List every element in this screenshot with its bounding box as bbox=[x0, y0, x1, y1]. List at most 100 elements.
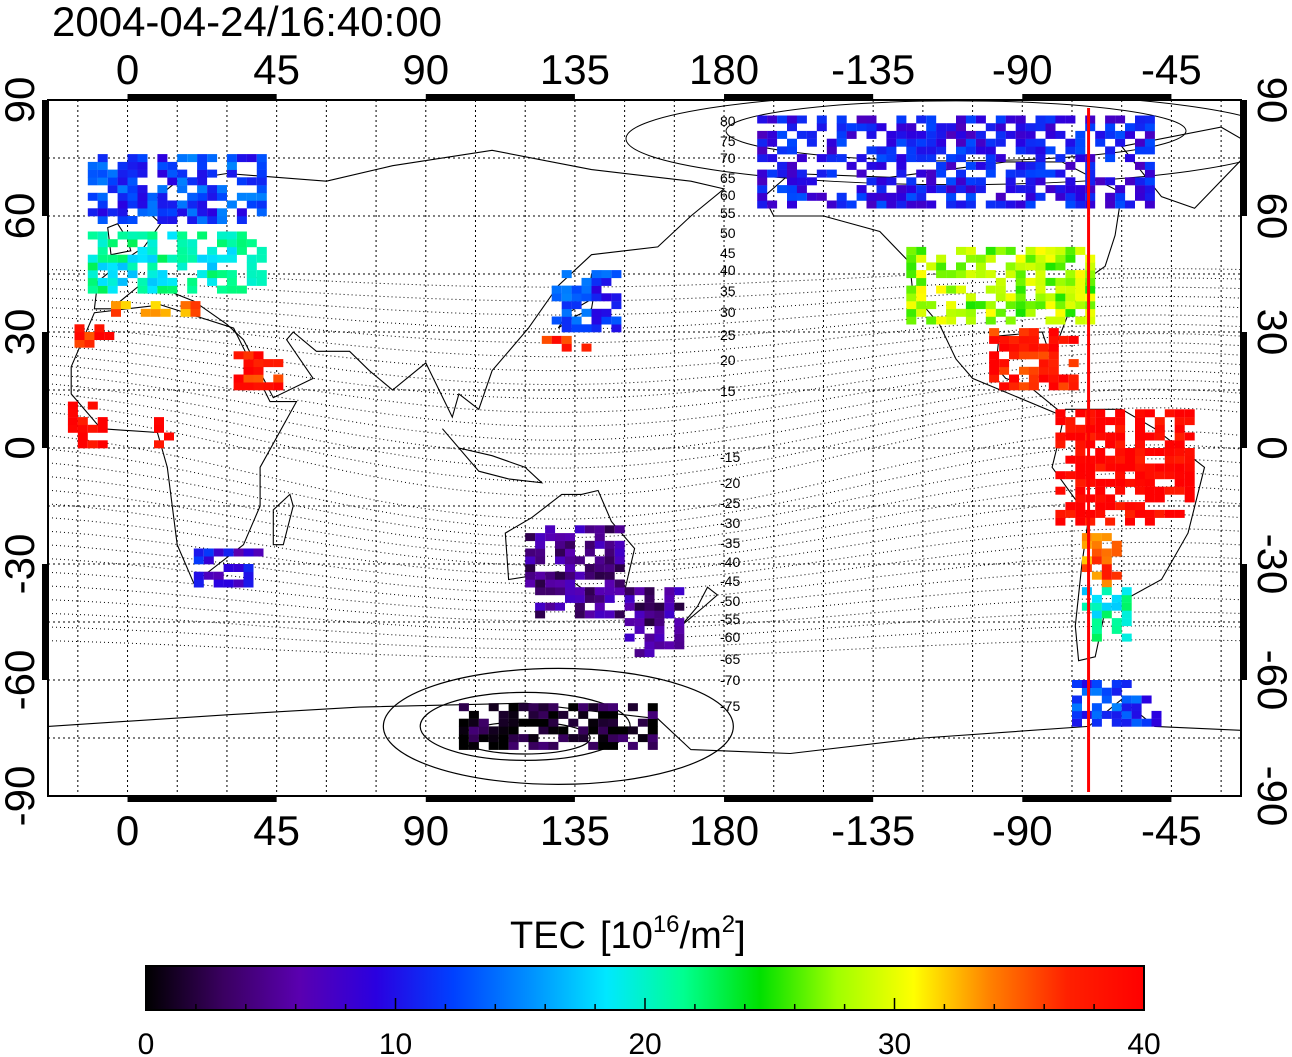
tec-cell bbox=[926, 115, 937, 124]
tec-cell bbox=[826, 169, 837, 178]
tec-cell bbox=[1005, 115, 1016, 124]
tec-cell bbox=[87, 177, 98, 186]
tec-cell bbox=[946, 285, 957, 294]
tec-cell bbox=[1085, 432, 1096, 441]
tec-cell bbox=[150, 308, 161, 317]
tec-cell bbox=[1095, 138, 1106, 147]
tec-cell bbox=[207, 154, 218, 163]
frame-bar bbox=[1022, 94, 1172, 100]
tec-cell bbox=[647, 703, 658, 712]
tec-cell bbox=[985, 138, 996, 147]
tec-cell bbox=[644, 641, 655, 650]
colorbar-tick-label: 30 bbox=[878, 1028, 911, 1057]
tec-cell bbox=[1115, 502, 1126, 511]
tec-cell bbox=[87, 270, 98, 279]
tec-cell bbox=[674, 641, 685, 650]
tec-cell bbox=[1091, 571, 1102, 580]
tec-cell bbox=[498, 718, 509, 727]
tec-cell bbox=[137, 200, 148, 209]
tec-cell bbox=[1115, 471, 1126, 480]
tec-cell bbox=[598, 741, 609, 750]
tec-cell bbox=[896, 123, 907, 132]
tec-cell bbox=[67, 401, 78, 410]
tec-cell bbox=[1072, 703, 1082, 712]
tec-cell bbox=[1081, 710, 1092, 719]
tec-cell bbox=[498, 734, 509, 743]
tec-cell bbox=[94, 332, 105, 340]
tec-cell bbox=[117, 185, 128, 194]
tec-cell bbox=[624, 618, 635, 627]
tec-cell bbox=[777, 161, 788, 170]
tec-cell bbox=[1065, 285, 1076, 294]
tec-cell bbox=[1101, 687, 1112, 696]
tec-cell bbox=[1045, 262, 1056, 271]
tec-cell bbox=[1005, 246, 1016, 255]
tec-cell bbox=[498, 741, 509, 750]
tec-cell bbox=[1101, 602, 1112, 611]
tec-cell bbox=[197, 208, 208, 217]
tec-cell bbox=[127, 270, 138, 279]
tec-cell bbox=[975, 262, 986, 271]
tec-cell bbox=[1105, 130, 1116, 139]
frame-bar bbox=[1241, 564, 1247, 680]
tec-cell bbox=[518, 703, 529, 712]
tec-cell bbox=[591, 270, 602, 279]
tec-cell bbox=[965, 254, 976, 263]
tec-cell bbox=[528, 734, 539, 743]
tec-cell bbox=[1154, 486, 1165, 495]
tec-cell bbox=[634, 649, 645, 658]
tec-cell bbox=[127, 177, 138, 186]
tec-cell bbox=[664, 641, 675, 650]
y-tick-label-right: 0 bbox=[1249, 436, 1292, 459]
tec-cell bbox=[975, 270, 986, 279]
tec-cell bbox=[177, 200, 188, 209]
tec-cell bbox=[256, 200, 267, 209]
tec-cell bbox=[787, 115, 797, 124]
tec-cell bbox=[588, 726, 599, 735]
tec-cell bbox=[1135, 185, 1145, 194]
tec-cell bbox=[217, 216, 227, 224]
tec-cell bbox=[508, 710, 519, 719]
tec-cell bbox=[866, 177, 877, 186]
tec-cell bbox=[1115, 432, 1126, 441]
tec-cell bbox=[598, 710, 609, 719]
tec-cell bbox=[906, 146, 917, 155]
tec-cell bbox=[243, 359, 254, 368]
tec-cell bbox=[1058, 382, 1069, 391]
tec-cell bbox=[1091, 618, 1102, 627]
tec-cell bbox=[1164, 463, 1175, 472]
tec-cell bbox=[1015, 285, 1026, 294]
tec-cell bbox=[1105, 200, 1116, 209]
tec-cell bbox=[167, 216, 178, 224]
tec-cell bbox=[1015, 308, 1026, 317]
tec-cell bbox=[584, 564, 595, 572]
tec-cell bbox=[1121, 718, 1132, 727]
tec-cell bbox=[787, 169, 797, 178]
tec-cell bbox=[1055, 285, 1066, 294]
tec-cell bbox=[906, 185, 917, 194]
y-tick-label-left: 30 bbox=[0, 309, 43, 356]
tec-cell bbox=[273, 374, 284, 383]
tec-cell bbox=[243, 351, 254, 360]
tec-cell bbox=[226, 154, 237, 163]
tec-cell bbox=[856, 192, 867, 201]
tec-cell bbox=[611, 324, 622, 333]
tec-cell bbox=[574, 594, 585, 603]
tec-cell bbox=[1028, 328, 1039, 337]
tec-cell bbox=[253, 359, 264, 368]
tec-cell bbox=[1105, 440, 1116, 449]
tec-cell bbox=[226, 161, 237, 170]
tec-cell bbox=[985, 146, 996, 155]
tec-cell bbox=[995, 138, 1006, 147]
tec-cell bbox=[1174, 448, 1185, 456]
tec-cell bbox=[137, 185, 148, 194]
tec-cell bbox=[207, 208, 218, 217]
tec-cell bbox=[999, 382, 1010, 391]
tec-cell bbox=[197, 177, 208, 186]
tec-cell bbox=[896, 200, 907, 209]
tec-cell bbox=[97, 154, 108, 163]
tec-cell bbox=[1135, 123, 1145, 132]
tec-cell bbox=[97, 417, 108, 426]
tec-cell bbox=[1075, 432, 1086, 441]
tec-cell bbox=[906, 308, 917, 317]
